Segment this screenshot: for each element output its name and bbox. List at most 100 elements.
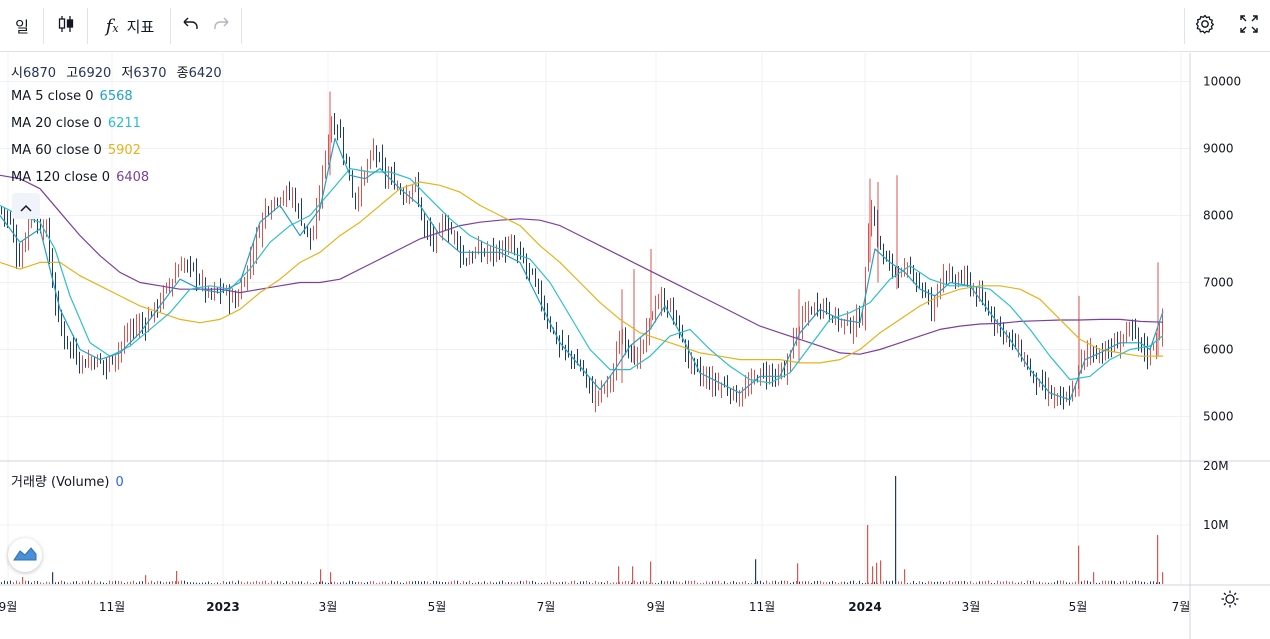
volume-bar [427,581,428,585]
ma5-legend[interactable]: MA 5 close 0 6568 [11,89,133,104]
volume-bar [418,581,419,584]
volume-bar [673,580,674,584]
volume-bar [115,580,116,584]
tradingview-logo[interactable] [8,538,42,572]
gear-icon [1194,13,1216,39]
volume-bar [520,580,521,584]
volume-bar [541,582,542,584]
volume-bar [1003,581,1004,584]
volume-bar [472,583,473,585]
volume-bar [37,580,38,584]
volume-bar [556,582,557,585]
volume-bar [376,583,377,585]
ma-value: 6211 [107,116,141,131]
volume-bar [112,581,113,585]
volume-bar [559,582,560,585]
volume-bar [307,581,308,585]
volume-bar [760,580,761,584]
volume-bar [1157,535,1159,585]
volume-bar [748,583,749,585]
volume-bar [388,582,389,585]
volume-bar [859,580,860,585]
volume-bar [220,583,221,584]
volume-bar [754,583,755,585]
volume-bar [934,582,935,585]
fullscreen-button[interactable] [1234,10,1264,42]
volume-bar [745,580,746,584]
volume-bar [844,581,845,585]
volume-bar [136,582,137,584]
volume-bar [445,581,446,584]
volume-bar [787,580,788,584]
volume-bar [1135,580,1136,584]
volume-bar [202,582,203,584]
time-tick-label: 3월 [962,600,981,614]
volume-bar [595,580,596,584]
volume-bar [176,571,178,585]
volume-bar [650,561,652,584]
volume-bar [67,582,68,584]
volume-bar [622,581,623,584]
volume-bar [568,583,569,584]
volume-bar [1060,580,1061,585]
volume-bar [1072,582,1073,585]
ma120-legend[interactable]: MA 120 close 0 6408 [11,170,149,185]
ma5-line [0,137,1164,401]
volume-bar [715,581,716,585]
price-chart[interactable]: 5000 6000 7000 8000 9000 10000 10M 20M 9월 11월 2023… [0,53,1270,639]
indicators-label: 지표 [126,17,155,36]
volume-bar [130,581,131,585]
volume-bar [106,583,107,585]
volume-bar [826,582,827,585]
high-value: 고6920 [66,66,112,81]
volume-bar [664,581,665,585]
volume-bar [433,580,434,585]
volume-bar [876,562,878,584]
volume-bar [550,580,551,585]
volume-bar [1087,580,1088,585]
volume-bar [544,582,545,584]
volume-bar [286,581,287,584]
volume-bar [343,581,344,585]
interval-button[interactable]: 일 [6,10,38,42]
volume-bar [919,581,920,584]
volume-bar [340,582,341,585]
volume-bar [331,582,332,585]
volume-bar [481,582,482,585]
ma20-legend[interactable]: MA 20 close 0 6211 [11,116,141,131]
ma-value: 6408 [116,170,150,185]
volume-bar [817,580,818,584]
ma60-legend[interactable]: MA 60 close 0 5902 [11,143,141,158]
volume-bar [1129,582,1130,585]
volume-bar [199,582,200,584]
volume-label: 거래량 (Volume) [11,475,110,490]
undo-button[interactable] [176,10,204,42]
volume-bar [733,580,734,585]
settings-button[interactable] [1190,10,1220,42]
volume-bar [625,581,626,585]
chart-type-button[interactable] [49,10,83,42]
volume-bar [1018,582,1019,585]
volume-bar [1138,580,1139,584]
volume-bar [940,581,941,585]
volume-bar [1,582,2,585]
toolbar-divider [170,8,171,44]
time-tick-label: 5월 [428,600,447,614]
volume-bar [358,581,359,584]
volume-bar [904,569,906,585]
volume-bar [922,581,923,584]
ma20-line [0,167,1164,384]
redo-button[interactable] [208,10,236,42]
volume-legend[interactable]: 거래량 (Volume) 0 [11,471,124,490]
volume-bar [883,581,884,585]
volume-bar [145,575,147,585]
volume-bar [691,581,692,585]
volume-bar [751,582,752,584]
volume-bar [330,572,332,584]
indicators-button[interactable]: fx 지표 [95,10,165,42]
volume-bar [1057,580,1058,585]
volume-bar [508,582,509,585]
volume-bar [442,582,443,585]
collapse-legend-button[interactable] [12,193,40,219]
volume-bar [571,581,572,584]
